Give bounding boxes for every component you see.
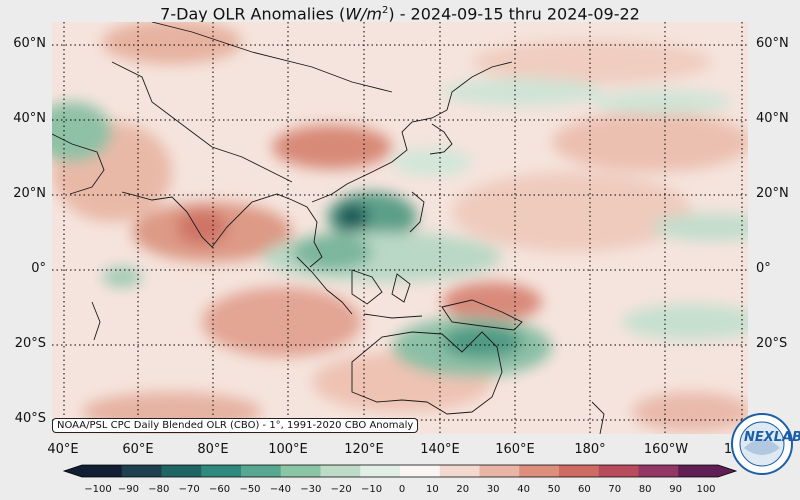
lon-label: 160°E bbox=[495, 442, 535, 457]
lat-label-right: 20°N bbox=[756, 186, 789, 201]
attribution-box: NOAA/PSL CPC Daily Blended OLR (CBO) - 1… bbox=[52, 418, 419, 433]
colorbar-tick-label: 90 bbox=[669, 484, 682, 495]
colorbar bbox=[62, 464, 738, 478]
lat-label-right: 20°S bbox=[756, 336, 788, 351]
colorbar-segment bbox=[479, 465, 520, 477]
colorbar-segment bbox=[400, 465, 441, 477]
colorbar-tick-label: 40 bbox=[517, 484, 530, 495]
lat-label-right: 0° bbox=[756, 261, 771, 276]
colorbar-tick-label: −80 bbox=[148, 484, 170, 495]
colorbar-tick-label: −30 bbox=[300, 484, 322, 495]
lat-label-left: 0° bbox=[31, 261, 46, 276]
colorbar-segment bbox=[280, 465, 321, 477]
colorbar-segment bbox=[678, 465, 719, 477]
lat-label-left: 40°S bbox=[14, 411, 46, 426]
map-svg bbox=[52, 22, 748, 434]
colorbar-segment bbox=[241, 465, 282, 477]
colorbar-tick-label: 70 bbox=[608, 484, 622, 495]
lat-label-right: 40°N bbox=[756, 111, 789, 126]
colorbar-segment bbox=[320, 465, 361, 477]
colorbar-segment bbox=[559, 465, 600, 477]
colorbar-tick-label: 100 bbox=[696, 484, 716, 495]
colorbar-extend-high bbox=[718, 465, 736, 477]
colorbar-segment bbox=[638, 465, 679, 477]
lat-label-right: 60°N bbox=[756, 36, 789, 51]
lon-label: 120°E bbox=[344, 442, 384, 457]
lon-label: 100°E bbox=[268, 442, 308, 457]
colorbar-tick-label: −10 bbox=[361, 484, 383, 495]
colorbar-segment bbox=[598, 465, 639, 477]
colorbar-tick-label: 20 bbox=[456, 484, 470, 495]
colorbar-tick-label: −40 bbox=[269, 484, 291, 495]
lon-label: 80°E bbox=[197, 442, 229, 457]
colorbar-outline bbox=[62, 464, 738, 478]
colorbar-tick-label: 80 bbox=[638, 484, 652, 495]
lon-label: 40°E bbox=[47, 442, 79, 457]
colorbar-segment bbox=[161, 465, 202, 477]
graticule bbox=[52, 22, 748, 434]
colorbar-segment bbox=[121, 465, 162, 477]
lat-label-left: 20°S bbox=[14, 336, 46, 351]
lon-label: 180° bbox=[574, 442, 606, 457]
olr-anomaly-map bbox=[52, 22, 748, 434]
logo-text: NEXLAB bbox=[744, 430, 800, 445]
nexlab-logo bbox=[731, 413, 793, 475]
lon-label: 60°E bbox=[122, 442, 154, 457]
colorbar-tick-label: −100 bbox=[84, 484, 112, 495]
colorbar-tick-label: 0 bbox=[398, 484, 406, 495]
colorbar-segment bbox=[201, 465, 242, 477]
lat-label-left: 20°N bbox=[13, 186, 46, 201]
colorbar-tick-label: −20 bbox=[330, 484, 352, 495]
lon-label: 140°E bbox=[420, 442, 460, 457]
map-title: 7-Day OLR Anomalies (W/m2) - 2024-09-15 … bbox=[160, 4, 640, 24]
colorbar-segment bbox=[519, 465, 560, 477]
lon-label: 160°W bbox=[643, 442, 689, 457]
colorbar-tick-label: 60 bbox=[578, 484, 591, 495]
colorbar-segment bbox=[439, 465, 480, 477]
colorbar-tick-label: −50 bbox=[239, 484, 261, 495]
colorbar-segment bbox=[82, 465, 123, 477]
colorbar-tick-label: −70 bbox=[178, 484, 200, 495]
colorbar-segment bbox=[360, 465, 401, 477]
colorbar-tick-label: 30 bbox=[486, 484, 500, 495]
colorbar-tick-label: 50 bbox=[547, 484, 561, 495]
colorbar-extend-low bbox=[64, 465, 82, 477]
lat-label-left: 40°N bbox=[13, 111, 46, 126]
colorbar-tick-label: 10 bbox=[426, 484, 439, 495]
colorbar-tick-label: −90 bbox=[117, 484, 139, 495]
colorbar-tick-label: −60 bbox=[209, 484, 231, 495]
lat-label-left: 60°N bbox=[13, 36, 46, 51]
